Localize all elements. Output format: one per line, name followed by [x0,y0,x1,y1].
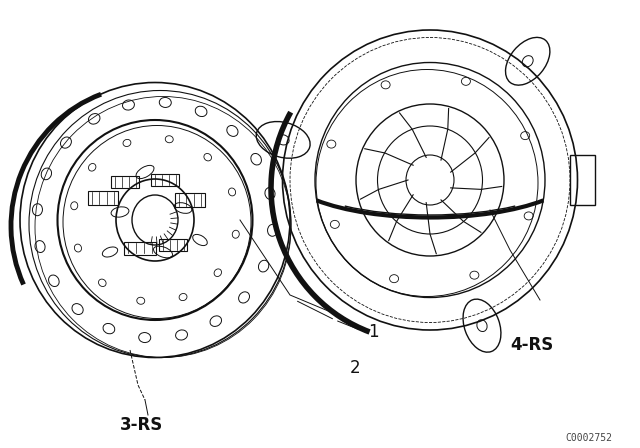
Text: 2: 2 [349,359,360,377]
Text: 3-RS: 3-RS [120,416,163,434]
Text: C0002752: C0002752 [565,433,612,443]
Text: 4-RS: 4-RS [510,336,553,354]
Text: 1: 1 [368,323,379,341]
